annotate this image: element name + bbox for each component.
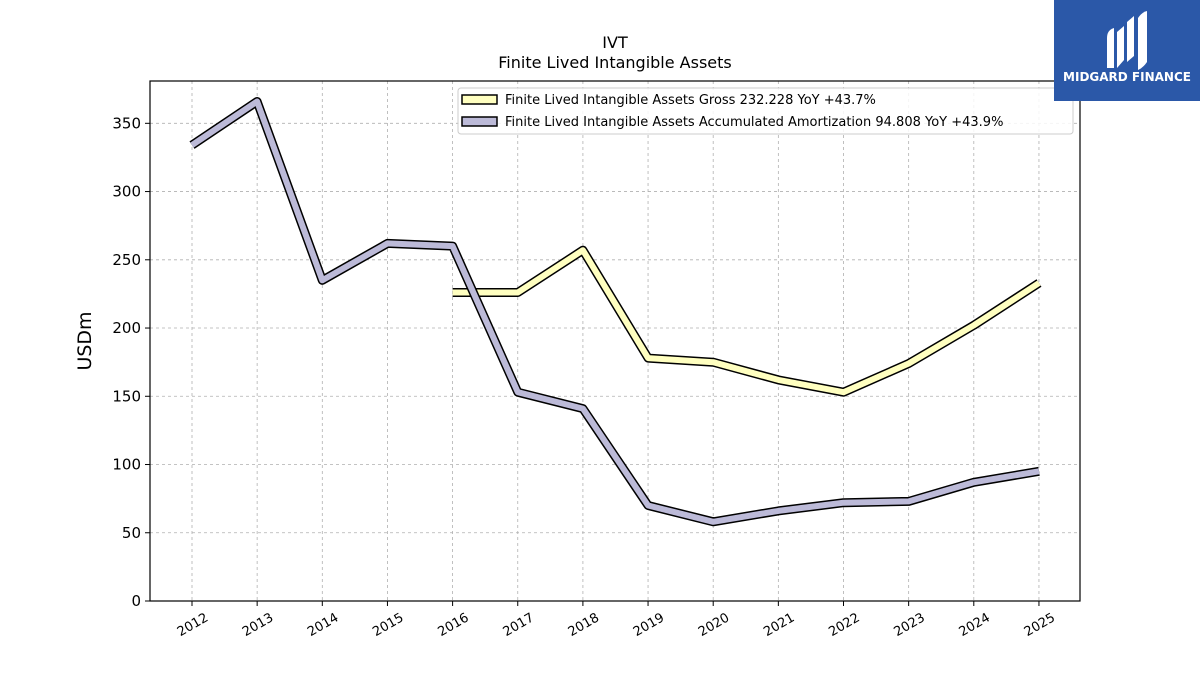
logo-mark-icon — [1107, 11, 1147, 70]
plot-frame — [149, 80, 1081, 602]
y-tick-label: 150 — [112, 387, 141, 405]
y-tick-label: 350 — [112, 114, 141, 132]
y-tick-label: 250 — [112, 251, 141, 269]
midgard-finance-logo: MIDGARD FINANCE — [1054, 0, 1200, 101]
y-axis-label: USDm — [74, 311, 96, 370]
series-line — [190, 98, 1040, 525]
legend-swatch-amortization — [461, 116, 498, 127]
legend-box — [457, 87, 1074, 135]
chart-subtitle: Finite Lived Intangible Assets — [498, 53, 731, 72]
legend-swatch-gross — [461, 94, 498, 105]
y-tick-label: 0 — [131, 592, 141, 610]
y-tick-label: 50 — [122, 524, 141, 542]
series-layer — [189, 97, 1042, 527]
series-1 — [189, 97, 1040, 527]
legend: Finite Lived Intangible Assets Gross 232… — [457, 87, 1074, 135]
y-axis: 0 50 100 150 200 250 300 350 — [112, 114, 150, 610]
series-0 — [452, 245, 1042, 397]
y-tick-label: 300 — [112, 183, 141, 201]
y-tick-label: 200 — [112, 319, 141, 337]
logo-text: MIDGARD FINANCE — [1063, 70, 1191, 84]
series-line — [452, 247, 1041, 396]
legend-label-amortization: Finite Lived Intangible Assets Accumulat… — [505, 115, 1003, 130]
y-tick-label: 100 — [112, 456, 141, 474]
legend-label-gross: Finite Lived Intangible Assets Gross 232… — [505, 93, 876, 108]
chart-title: IVT — [602, 33, 628, 52]
